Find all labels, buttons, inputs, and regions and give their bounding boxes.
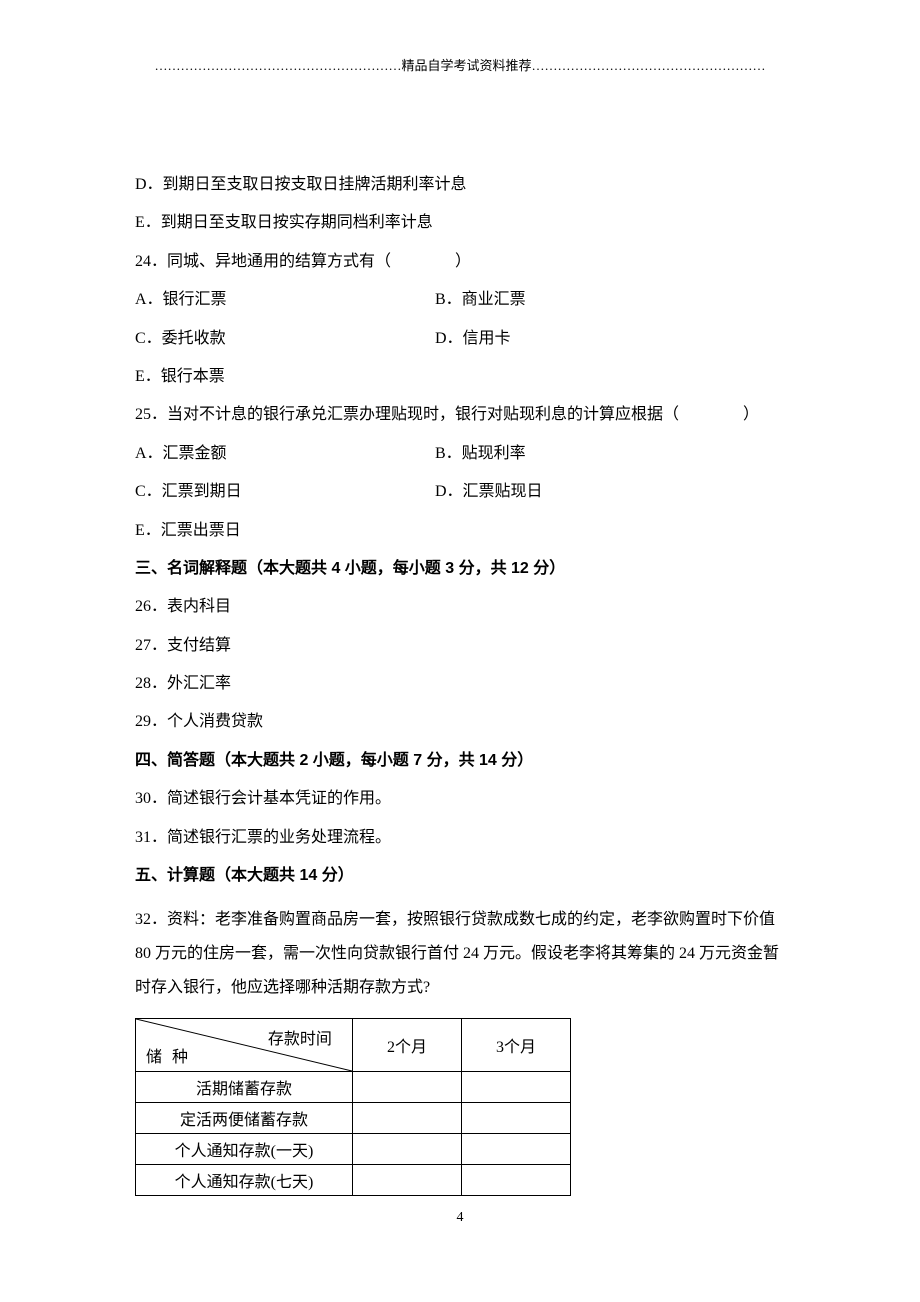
table-cell	[461, 1134, 570, 1165]
page-number: 4	[0, 1210, 920, 1226]
q32-text: 32．资料：老李准备购置商品房一套，按照银行贷款成数七成的约定，老李欲购置时下价…	[135, 903, 785, 1004]
table-col1: 2个月	[352, 1019, 461, 1072]
q25-option-a: A．汇票金额	[135, 443, 435, 465]
section3-heading: 三、名词解释题（本大题共 4 小题，每小题 3 分，共 12 分）	[135, 558, 785, 580]
table-row: 个人通知存款(七天)	[136, 1165, 571, 1196]
q25-row-cd: C．汇票到期日 D．汇票贴现日	[135, 481, 785, 503]
table-row-label: 活期储蓄存款	[136, 1072, 353, 1103]
q30: 30．简述银行会计基本凭证的作用。	[135, 788, 785, 810]
q26: 26．表内科目	[135, 596, 785, 618]
q28: 28．外汇汇率	[135, 673, 785, 695]
table-cell	[352, 1165, 461, 1196]
section5-heading: 五、计算题（本大题共 14 分）	[135, 865, 785, 887]
q29: 29．个人消费贷款	[135, 711, 785, 733]
table-cell	[461, 1072, 570, 1103]
table-row-label: 定活两便储蓄存款	[136, 1103, 353, 1134]
table-cell	[461, 1103, 570, 1134]
table-header-row: 存款时间 储种 2个月 3个月	[136, 1019, 571, 1072]
table-row: 活期储蓄存款	[136, 1072, 571, 1103]
table-cell	[352, 1103, 461, 1134]
table-cell	[352, 1072, 461, 1103]
q25-option-d: D．汇票贴现日	[435, 481, 785, 503]
q25-option-b: B．贴现利率	[435, 443, 785, 465]
table-row-label: 个人通知存款(七天)	[136, 1165, 353, 1196]
table-diag-cell: 存款时间 储种	[136, 1019, 353, 1072]
q24-option-d: D．信用卡	[435, 328, 785, 350]
q24-option-c: C．委托收款	[135, 328, 435, 350]
q24-row-cd: C．委托收款 D．信用卡	[135, 328, 785, 350]
q23-option-d: D．到期日至支取日按支取日挂牌活期利率计息	[135, 174, 785, 196]
q25-row-ab: A．汇票金额 B．贴现利率	[135, 443, 785, 465]
q24-option-b: B．商业汇票	[435, 289, 785, 311]
q24-option-e: E．银行本票	[135, 366, 785, 388]
q31: 31．简述银行汇票的业务处理流程。	[135, 827, 785, 849]
diag-bottom-label: 储种	[146, 1043, 198, 1067]
q23-option-e: E．到期日至支取日按实存期同档利率计息	[135, 212, 785, 234]
table-cell	[352, 1134, 461, 1165]
section4-heading: 四、简答题（本大题共 2 小题，每小题 7 分，共 14 分）	[135, 750, 785, 772]
q24-stem: 24．同城、异地通用的结算方式有（ ）	[135, 251, 785, 273]
q24-row-ab: A．银行汇票 B．商业汇票	[135, 289, 785, 311]
table-row: 个人通知存款(一天)	[136, 1134, 571, 1165]
q25-option-e: E．汇票出票日	[135, 520, 785, 542]
deposit-table: 存款时间 储种 2个月 3个月 活期储蓄存款 定活两便储蓄存款 个人通知存款(一…	[135, 1018, 571, 1196]
q24-option-a: A．银行汇票	[135, 289, 435, 311]
q25-option-c: C．汇票到期日	[135, 481, 435, 503]
q25-stem: 25．当对不计息的银行承兑汇票办理贴现时，银行对贴现利息的计算应根据（ ）	[135, 404, 785, 426]
exam-page: …………………………………………………精品自学考试资料推荐………………………………	[0, 0, 920, 1256]
header-banner: …………………………………………………精品自学考试资料推荐………………………………	[135, 55, 785, 74]
table-row: 定活两便储蓄存款	[136, 1103, 571, 1134]
table-col2: 3个月	[461, 1019, 570, 1072]
q27: 27．支付结算	[135, 635, 785, 657]
diag-top-label: 存款时间	[268, 1025, 332, 1049]
table-row-label: 个人通知存款(一天)	[136, 1134, 353, 1165]
table-cell	[461, 1165, 570, 1196]
